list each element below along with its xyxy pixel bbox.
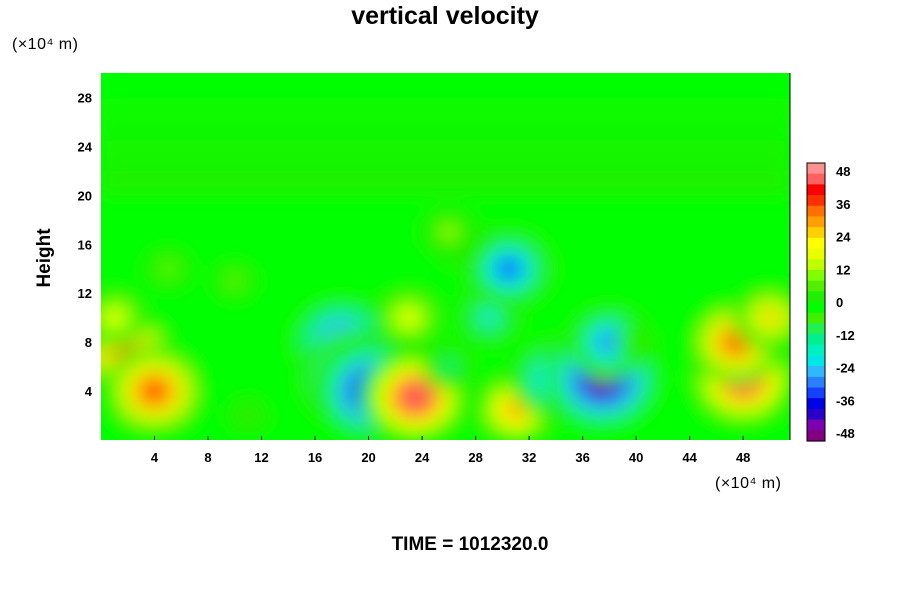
x-tick-label: 16 (308, 450, 322, 465)
colorbar-swatch (807, 269, 825, 282)
colorbar-swatch (807, 344, 825, 357)
colorbar-swatch (807, 280, 825, 292)
colorbar-tick-label: -36 (836, 393, 855, 408)
colorbar-swatch (807, 184, 825, 196)
y-tick-label: 28 (78, 90, 92, 105)
colorbar-tick-label: 48 (836, 164, 850, 179)
colorbar-swatch (807, 430, 825, 442)
x-tick-label: 32 (522, 450, 536, 465)
contour-feature-18-level-1 (630, 337, 642, 347)
colorbar-tick-label: 24 (836, 230, 851, 245)
contour-feature-17-level-3 (598, 332, 621, 352)
contour-feature-3-level-1 (161, 263, 175, 275)
colorbar-swatch (807, 408, 825, 421)
colorbar-tick-label: -24 (836, 361, 856, 376)
colorbar-swatch (807, 237, 825, 250)
y-axis-label: Height (34, 228, 55, 288)
contour-feature-11-level-1 (442, 360, 456, 373)
colorbar-swatch (807, 259, 825, 271)
contour-feature-23-level-1 (441, 225, 456, 239)
colorbar-frame (806, 162, 826, 442)
contour-feature-21-level-2 (760, 309, 780, 326)
x-axis-unit: (×10⁴ m) (715, 475, 781, 492)
x-tick-label: 40 (629, 450, 643, 465)
upper-band (101, 73, 790, 196)
x-tick-label: 44 (682, 450, 697, 465)
colorbar (806, 162, 826, 442)
contour-feature-9-level-4 (401, 384, 430, 410)
time-label: TIME = 1012320.0 (392, 534, 549, 555)
colorbar-swatch (807, 323, 825, 335)
y-tick-label: 20 (78, 188, 92, 203)
colorbar-swatch (807, 163, 825, 175)
chart-title: vertical velocity (351, 2, 539, 30)
contour-feature-12-level-3 (497, 258, 521, 280)
contour-feature-1-level-3 (141, 379, 168, 403)
colorbar-swatch (807, 302, 825, 314)
x-tick-label: 8 (204, 450, 211, 465)
contour-feature-10-level-2 (399, 309, 418, 326)
contour-feature-13-level-2 (480, 310, 498, 326)
x-tick-label: 20 (361, 450, 375, 465)
y-tick-label: 16 (78, 237, 92, 252)
x-tick-label: 12 (254, 450, 268, 465)
colorbar-swatch (807, 398, 825, 410)
colorbar-tick-label: 36 (836, 197, 850, 212)
contour-feature-2-level-2 (105, 310, 123, 326)
contour-feature-4-level-1 (228, 275, 241, 287)
colorbar-ticks: 48 36 24 12 0 -12 -24 -36 -48 (836, 164, 856, 441)
colorbar-swatch (807, 205, 825, 218)
colorbar-swatch (807, 227, 825, 239)
x-tick-label: 4 (151, 450, 159, 465)
y-tick-label: 12 (78, 286, 92, 301)
colorbar-swatch (807, 195, 825, 207)
y-tick-label: 24 (78, 139, 93, 154)
colorbar-swatch (807, 334, 825, 346)
colorbar-tick-label: -12 (836, 328, 855, 343)
colorbar-swatch (807, 173, 825, 185)
colorbar-swatch (807, 216, 825, 228)
colorbar-swatch (807, 366, 825, 378)
plot-area (101, 73, 790, 440)
contour-feature-5-level-1 (242, 410, 254, 421)
y-axis-ticks: 4 8 12 16 20 24 28 (78, 90, 93, 399)
contour-field (101, 73, 790, 440)
x-tick-label: 28 (468, 450, 482, 465)
y-axis-unit: (×10⁴ m) (12, 36, 78, 53)
y-tick-label: 4 (85, 384, 93, 399)
colorbar-swatch (807, 312, 825, 324)
x-tick-label: 24 (415, 450, 430, 465)
x-axis-ticks: 4 8 12 16 20 24 28 32 36 40 44 48 (151, 436, 750, 465)
colorbar-swatch (807, 376, 825, 389)
colorbar-tick-label: -48 (836, 426, 855, 441)
colorbar-tick-label: 12 (836, 262, 850, 277)
x-tick-label: 48 (736, 450, 750, 465)
colorbar-tick-label: 0 (836, 295, 843, 310)
y-tick-label: 8 (85, 335, 92, 350)
x-tick-label: 36 (575, 450, 589, 465)
colorbar-swatch (807, 419, 825, 431)
colorbar-swatch (807, 291, 825, 303)
colorbar-swatch (807, 248, 825, 260)
colorbar-swatch (807, 355, 825, 367)
colorbar-swatch (807, 387, 825, 399)
